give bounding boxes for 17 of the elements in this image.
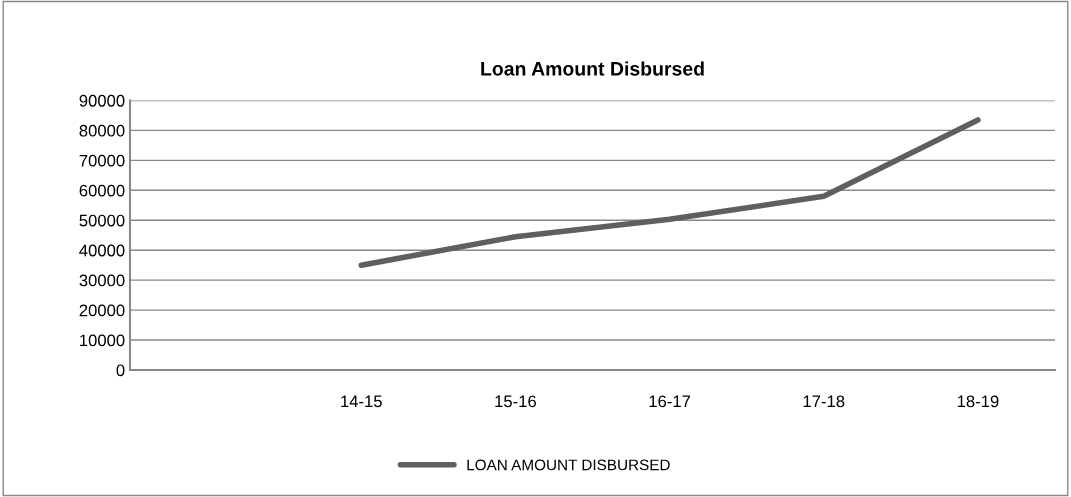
x-tick-label: 17-18: [803, 395, 845, 408]
y-tick-label: 50000: [79, 214, 125, 227]
y-tick-label: 40000: [79, 244, 125, 257]
legend-label: LOAN AMOUNT DISBURSED: [467, 459, 670, 471]
x-tick-label: 16-17: [649, 395, 691, 408]
y-tick-label: 60000: [79, 184, 125, 197]
y-tick-label: 80000: [79, 124, 125, 137]
y-tick-label: 20000: [79, 304, 125, 317]
y-tick-label: 70000: [79, 154, 125, 167]
y-tick-label: 30000: [79, 274, 125, 287]
x-tick-label: 14-15: [341, 395, 382, 408]
x-tick-label: 15-16: [495, 395, 536, 408]
y-tick-label: 10000: [80, 334, 125, 347]
y-tick-label: 0: [116, 364, 125, 377]
y-tick-label: 90000: [79, 94, 125, 107]
x-tick-label: 18-19: [957, 395, 999, 408]
chart-title: Loan Amount Disbursed: [481, 61, 704, 76]
